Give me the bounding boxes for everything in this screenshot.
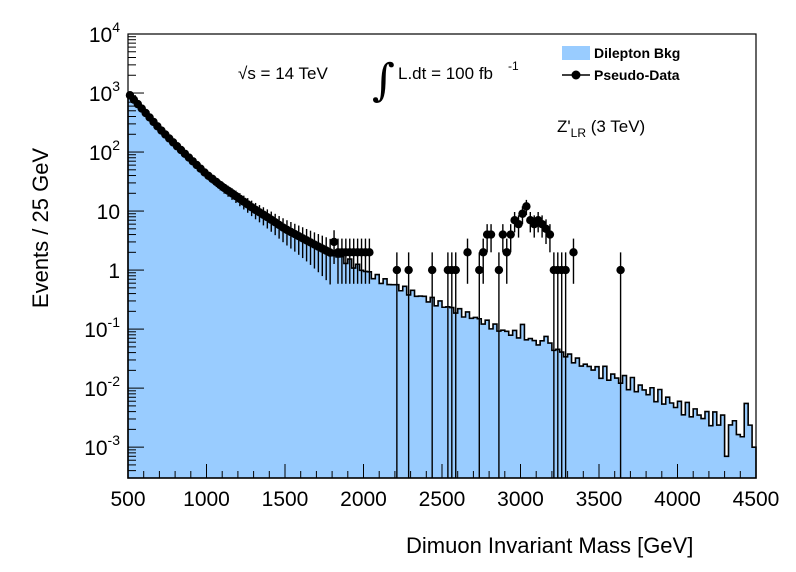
x-tick-label: 2500 xyxy=(419,488,466,511)
annotation-sqrt-s: √s = 14 TeV xyxy=(238,64,328,83)
bkg-histogram xyxy=(127,93,757,479)
annotation-signal-main: Z' xyxy=(557,117,571,136)
y-tick-label: 103 xyxy=(89,78,120,106)
x-tick-label: 1500 xyxy=(262,488,309,511)
y-tick-label: 10-2 xyxy=(84,373,120,401)
y-tick-label: 102 xyxy=(89,137,120,165)
x-tick-label: 3500 xyxy=(576,488,623,511)
y-tick-label: 10-1 xyxy=(84,314,120,342)
data-point xyxy=(479,248,488,257)
y-tick-label: 1 xyxy=(108,260,120,283)
data-point xyxy=(502,248,511,257)
annotation-lumi: L.dt = 100 fb xyxy=(398,64,493,83)
data-point xyxy=(325,248,335,257)
data-point xyxy=(427,265,437,275)
annotation-lumi-exponent: -1 xyxy=(508,59,519,73)
data-point xyxy=(561,265,570,275)
annotation-signal-rest: (3 TeV) xyxy=(586,117,645,136)
data-point xyxy=(494,265,504,275)
y-tick-label: 104 xyxy=(89,19,120,47)
legend-data-label: Pseudo-Data xyxy=(594,67,680,83)
annotation-signal-sub: LR xyxy=(571,126,587,140)
data-point xyxy=(463,248,472,257)
data-point xyxy=(392,265,402,275)
data-point xyxy=(498,230,508,239)
data-point xyxy=(451,265,460,275)
legend-data-marker xyxy=(571,70,581,80)
y-tick-label: 10-3 xyxy=(84,432,120,460)
x-tick-label: 1000 xyxy=(183,488,230,511)
data-point xyxy=(518,209,527,218)
legend: Dilepton Bkg Pseudo-Data xyxy=(562,45,680,83)
data-point xyxy=(616,265,625,275)
annotation-signal: Z'LR (3 TeV) xyxy=(557,117,645,140)
y-tick-label: 10 xyxy=(97,201,120,224)
x-tick-label: 4500 xyxy=(733,488,780,511)
pseudo-data-points xyxy=(125,91,625,478)
data-point xyxy=(514,219,523,229)
x-axis-title: Dimuon Invariant Mass [GeV] xyxy=(406,533,693,558)
y-axis-title: Events / 25 GeV xyxy=(28,148,53,309)
data-point xyxy=(486,230,496,239)
annotation-group: √s = 14 TeV ∫ L.dt = 100 fb -1 Z'LR (3 T… xyxy=(238,55,645,140)
x-tick-label: 500 xyxy=(110,488,145,511)
plot-area xyxy=(125,91,757,479)
data-point xyxy=(569,248,578,257)
data-point xyxy=(475,265,484,275)
x-tick-label: 4000 xyxy=(654,488,701,511)
legend-bkg-swatch xyxy=(562,46,590,60)
annotation-integral: ∫ xyxy=(372,55,395,106)
data-point xyxy=(522,202,531,211)
legend-bkg-label: Dilepton Bkg xyxy=(594,45,680,61)
data-point xyxy=(404,265,413,275)
x-tick-label: 3000 xyxy=(497,488,544,511)
data-point xyxy=(506,230,515,239)
x-tick-label: 2000 xyxy=(340,488,387,511)
data-point xyxy=(329,237,339,247)
data-point xyxy=(545,230,555,239)
data-point xyxy=(365,248,374,257)
axes: 500 1000 1500 2000 2500 3000 3500 4000 4500 10-3 1… xyxy=(84,19,779,511)
